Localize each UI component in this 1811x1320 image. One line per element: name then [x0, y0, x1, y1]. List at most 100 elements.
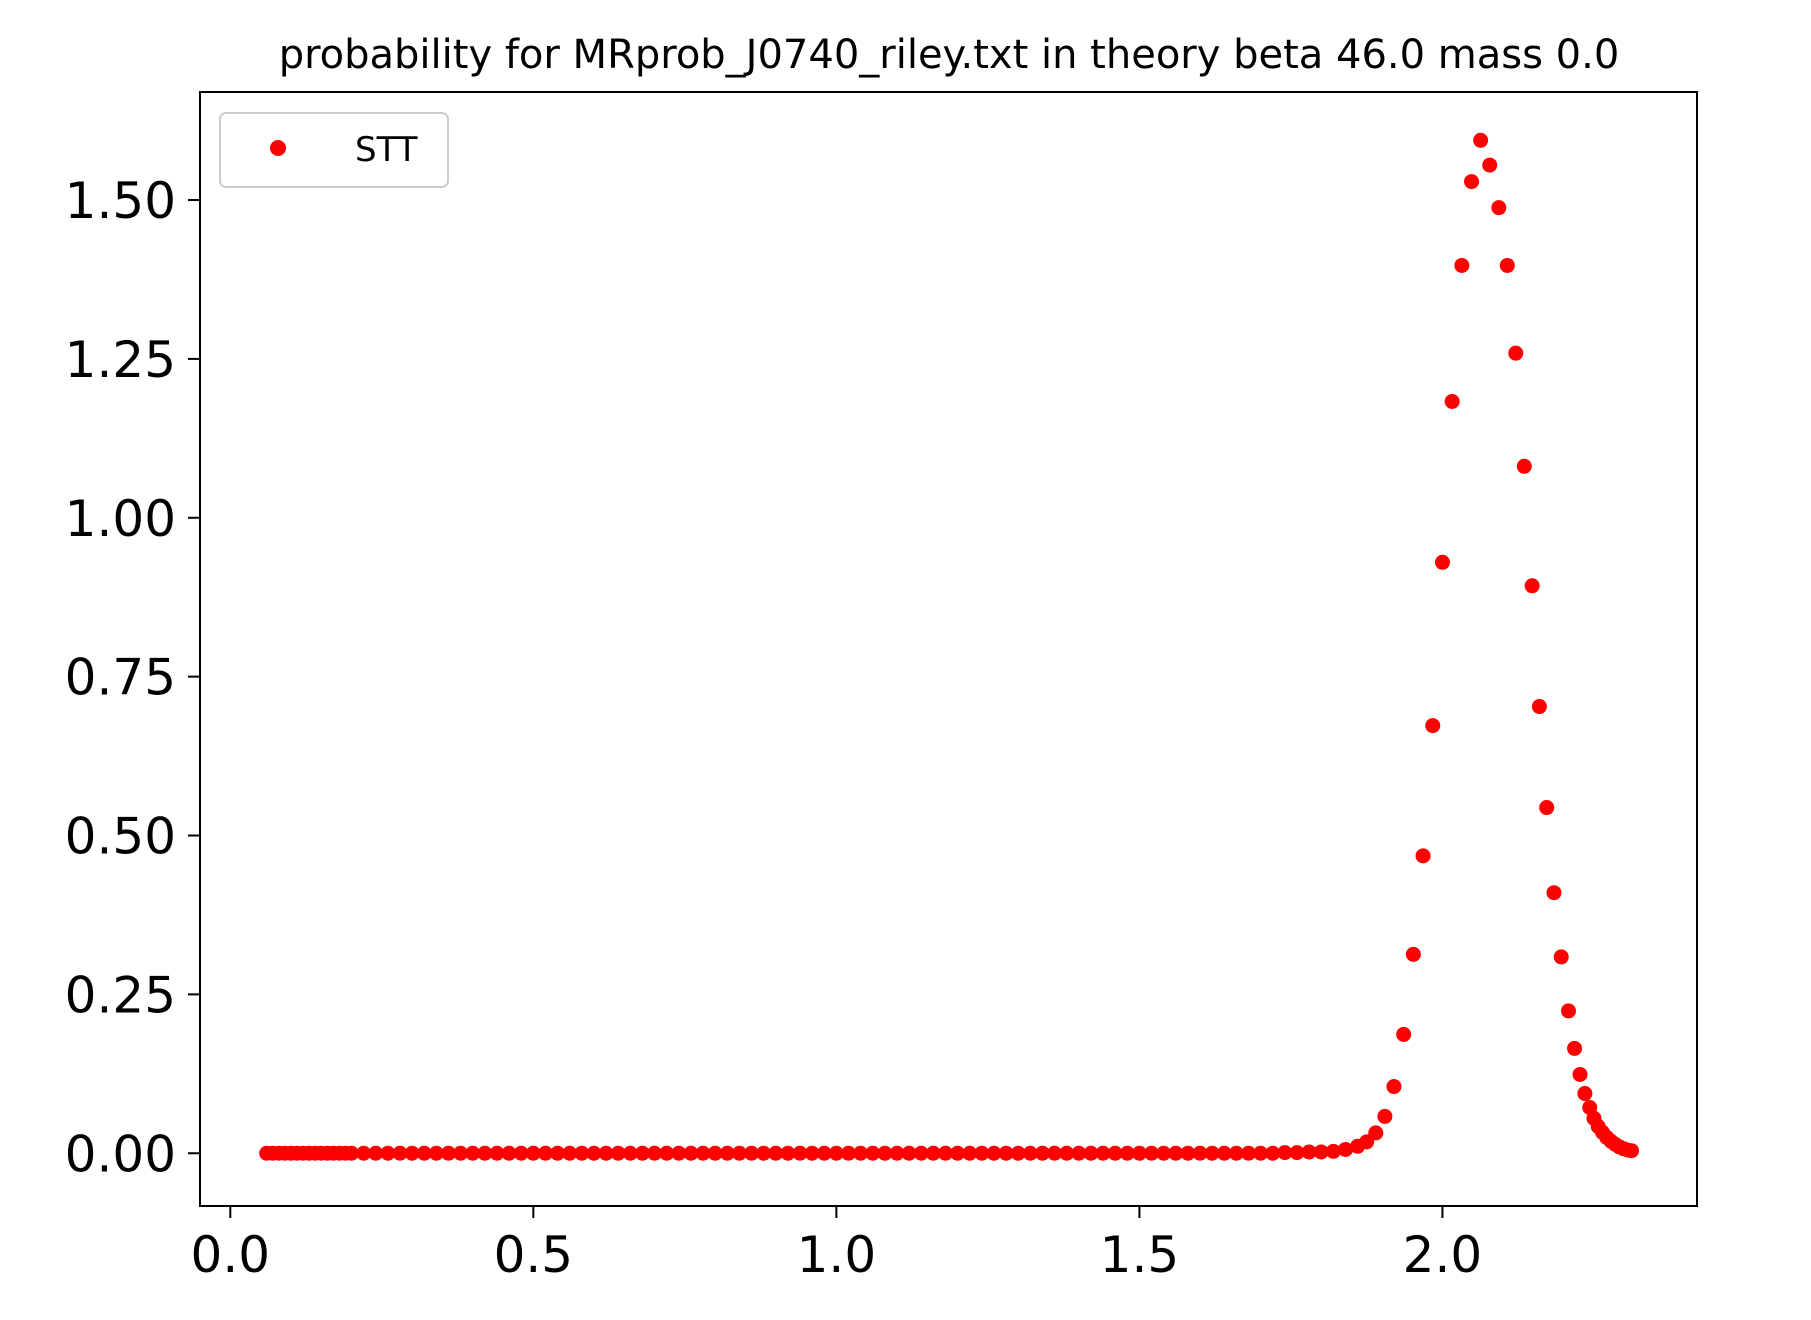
chart-title: probability for MRprob_J0740_riley.txt i… — [279, 32, 1620, 78]
data-point — [1415, 848, 1431, 864]
legend: STT — [219, 112, 449, 188]
data-point — [1253, 1145, 1269, 1161]
data-point — [440, 1145, 456, 1161]
data-point — [1624, 1143, 1640, 1159]
data-point — [1539, 800, 1555, 816]
data-point — [853, 1145, 869, 1161]
data-point — [719, 1145, 735, 1161]
data-point — [1156, 1145, 1172, 1161]
data-point — [489, 1145, 505, 1161]
data-point — [998, 1145, 1014, 1161]
data-point — [1144, 1145, 1160, 1161]
data-point — [501, 1145, 517, 1161]
data-point — [1289, 1145, 1305, 1161]
data-point — [1561, 1003, 1577, 1019]
data-point — [622, 1145, 638, 1161]
data-point — [877, 1145, 893, 1161]
data-point — [1277, 1145, 1293, 1161]
y-tick-label: 0.75 — [65, 649, 176, 707]
data-point — [1434, 554, 1450, 570]
legend-marker — [270, 140, 286, 156]
data-point — [1482, 157, 1498, 173]
data-point — [841, 1145, 856, 1161]
data-point — [380, 1145, 396, 1161]
legend-box — [219, 112, 449, 188]
data-point — [428, 1145, 444, 1161]
y-tick-label: 0.25 — [65, 966, 176, 1024]
data-point — [1216, 1145, 1232, 1161]
x-tick-label: 1.0 — [797, 1226, 877, 1284]
data-point — [683, 1145, 699, 1161]
data-point — [1531, 699, 1547, 715]
data-point — [1325, 1143, 1341, 1159]
data-point — [392, 1145, 408, 1161]
data-point — [344, 1145, 360, 1161]
data-point — [1444, 393, 1460, 409]
legend-label-stt: STT — [355, 130, 418, 170]
y-tick-label: 0.00 — [65, 1125, 176, 1183]
data-point — [780, 1145, 796, 1161]
data-point — [1553, 949, 1569, 965]
data-point — [1313, 1144, 1329, 1160]
data-point — [1577, 1086, 1593, 1102]
data-point — [804, 1145, 820, 1161]
data-point — [404, 1145, 420, 1161]
y-tick-label: 0.50 — [65, 808, 176, 866]
x-tick-label: 0.0 — [191, 1226, 271, 1284]
data-point — [792, 1145, 808, 1161]
data-point — [901, 1145, 917, 1161]
data-point — [513, 1145, 529, 1161]
data-point — [1508, 345, 1524, 361]
data-point — [768, 1145, 784, 1161]
y-tick-label: 1.50 — [65, 172, 176, 230]
data-point — [1131, 1145, 1147, 1161]
data-point — [586, 1145, 602, 1161]
series-stt-points — [259, 132, 1640, 1161]
plot-area — [199, 91, 1698, 1207]
y-axis: 0.00 0.25 0.50 0.75 1.00 1.25 1.50 — [65, 172, 200, 1183]
data-point — [1337, 1141, 1353, 1157]
data-point — [1071, 1145, 1087, 1161]
data-point — [537, 1145, 553, 1161]
data-point — [865, 1145, 881, 1161]
data-point — [647, 1145, 663, 1161]
data-point — [1546, 885, 1562, 901]
data-point — [1301, 1144, 1317, 1160]
data-point — [574, 1145, 590, 1161]
data-point — [731, 1145, 747, 1161]
data-point — [828, 1145, 844, 1161]
data-point — [1368, 1125, 1384, 1141]
data-point — [1034, 1145, 1050, 1161]
data-point — [744, 1145, 760, 1161]
x-tick-label: 0.5 — [494, 1226, 574, 1284]
data-point — [1059, 1145, 1075, 1161]
data-point — [610, 1145, 626, 1161]
data-point — [416, 1145, 432, 1161]
data-point — [695, 1145, 711, 1161]
data-point — [1454, 257, 1470, 273]
data-point — [477, 1145, 493, 1161]
data-point — [1265, 1145, 1281, 1161]
data-point — [1491, 200, 1507, 216]
data-point — [562, 1145, 578, 1161]
data-point — [1010, 1145, 1026, 1161]
data-point — [525, 1145, 541, 1161]
data-point — [453, 1145, 469, 1161]
data-point — [1396, 1026, 1412, 1042]
data-point — [1095, 1145, 1111, 1161]
data-point — [986, 1145, 1002, 1161]
x-tick-label: 2.0 — [1403, 1226, 1483, 1284]
data-point — [1119, 1145, 1135, 1161]
data-point — [1022, 1145, 1038, 1161]
data-point — [1228, 1145, 1244, 1161]
data-point — [1516, 458, 1532, 474]
data-point — [1405, 946, 1421, 962]
data-point — [671, 1145, 687, 1161]
data-point — [1473, 132, 1489, 148]
x-tick-label: 1.5 — [1100, 1226, 1180, 1284]
data-point — [1192, 1145, 1208, 1161]
data-point — [756, 1145, 772, 1161]
data-point — [1241, 1145, 1257, 1161]
data-point — [598, 1145, 614, 1161]
data-point — [1425, 718, 1441, 734]
